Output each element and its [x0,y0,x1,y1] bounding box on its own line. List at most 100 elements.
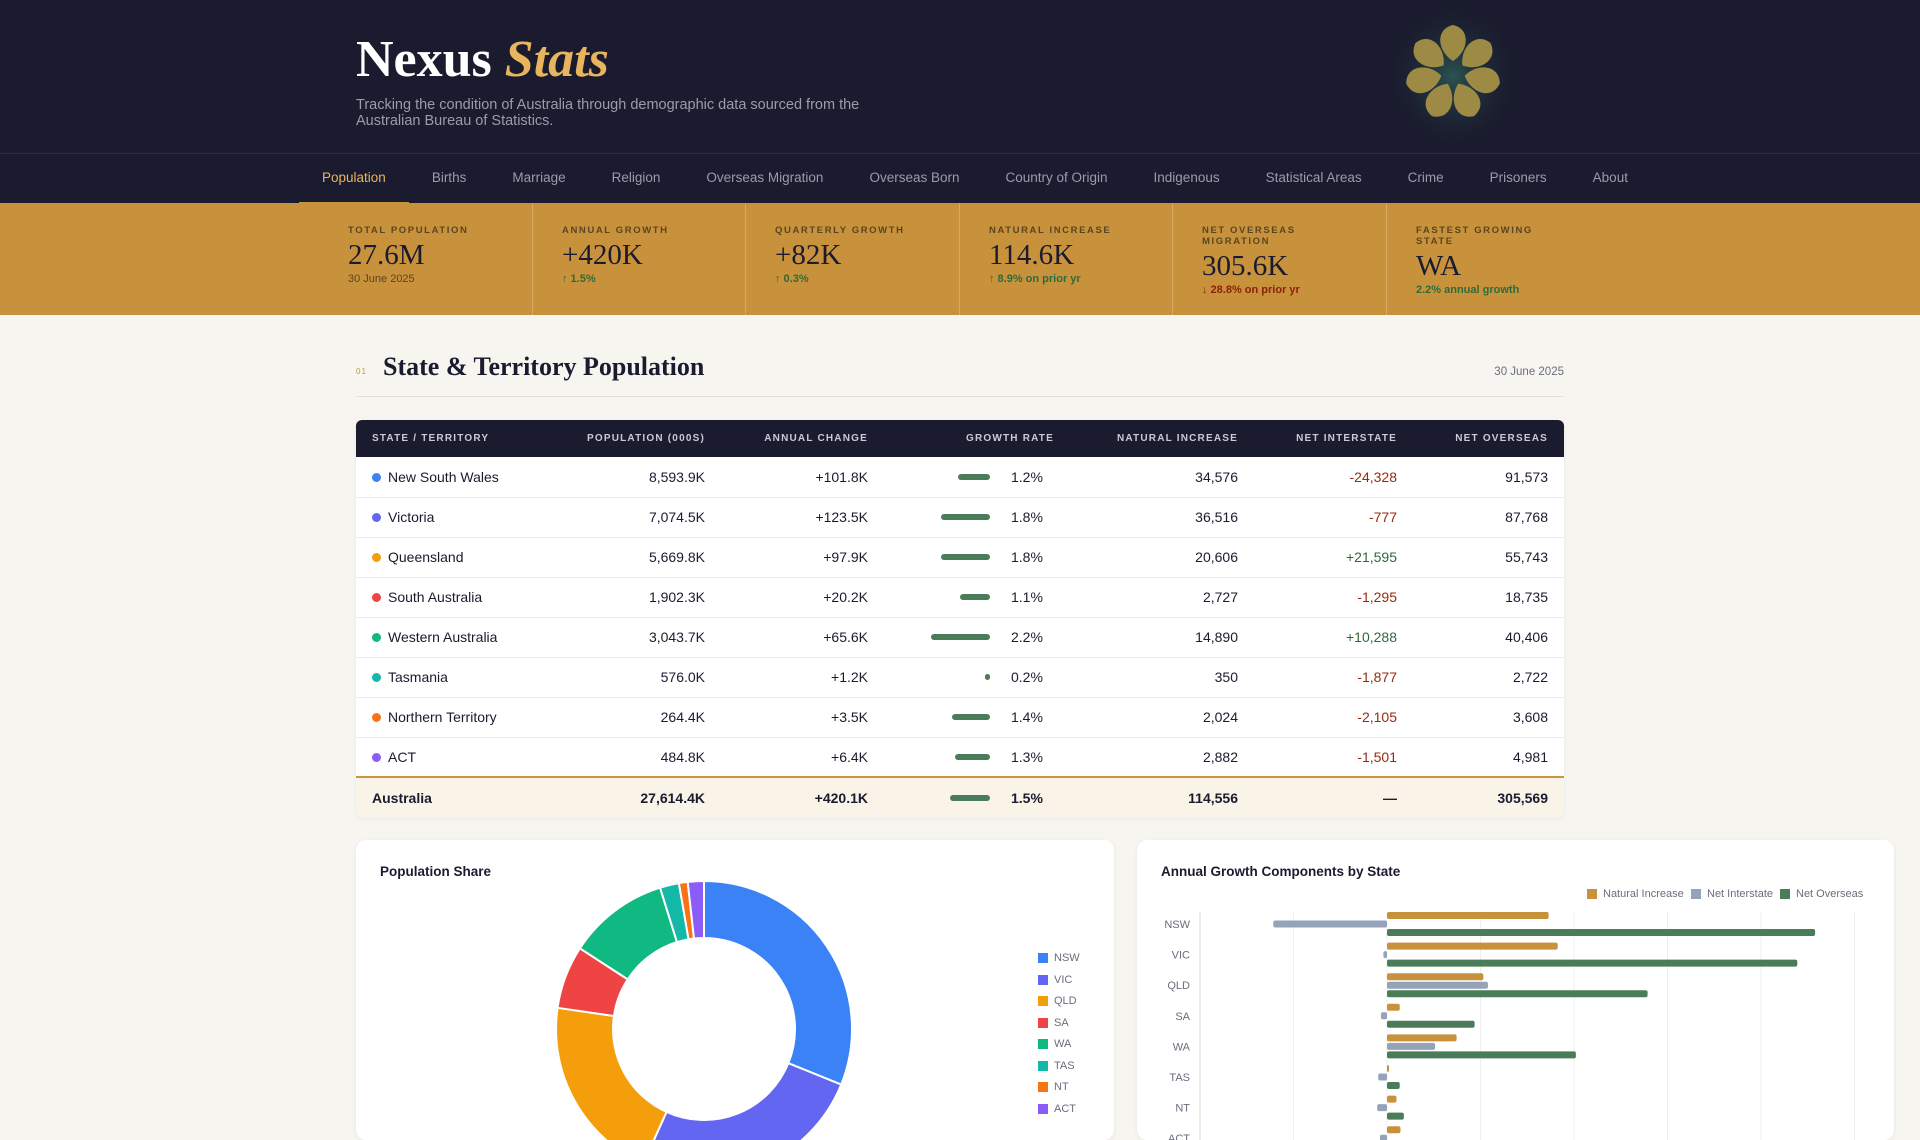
column-header[interactable]: Natural Increase [1070,420,1254,457]
net-interstate-cell: — [1254,776,1413,818]
legend-swatch [1038,1103,1048,1114]
state-color-dot [372,633,381,642]
bar-nsw-net-interstate[interactable] [1273,920,1387,928]
natural-increase-cell: 36,516 [1070,497,1254,538]
legend-swatch [1038,996,1048,1006]
category-label: TAS [1169,1072,1190,1084]
donut-slice-nsw[interactable] [703,879,853,1086]
column-header[interactable]: Net Interstate [1254,420,1413,457]
population-cell: 1,902.3K [560,577,721,618]
population-share-title: Population Share [380,864,492,879]
net-overseas-cell: 55,743 [1413,537,1564,578]
bar-act-natural-increase[interactable] [1387,1126,1401,1134]
category-label: WA [1173,1041,1191,1053]
column-header[interactable]: Net Overseas [1413,420,1564,457]
bar-wa-net-interstate[interactable] [1387,1042,1436,1050]
nav-tab-crime[interactable]: Crime [1407,170,1444,185]
section-number: 01 [356,367,367,376]
bar-tas-natural-increase[interactable] [1387,1065,1389,1072]
bar-nt-natural-increase[interactable] [1387,1095,1397,1103]
stat-value: WA [1416,250,1462,282]
net-interstate-cell: +21,595 [1254,537,1413,578]
site-header: Nexus Stats Tracking the condition of Au… [0,0,1920,153]
growth-rate-value: 1.5% [1011,790,1043,806]
stat-subtext: ↑ 1.5% [562,273,596,285]
growth-rate-cell: 2.2% [884,617,1070,658]
bar-nsw-natural-increase[interactable] [1387,912,1549,919]
bar-vic-net-interstate[interactable] [1383,951,1387,959]
bar-nsw-net-overseas[interactable] [1387,929,1816,936]
petal-shape [1406,67,1442,94]
growth-rate-cell: 1.4% [884,697,1070,738]
nav-tab-overseas-migration[interactable]: Overseas Migration [706,170,824,185]
net-overseas-cell: 305,569 [1413,776,1564,818]
bar-qld-net-interstate[interactable] [1387,981,1488,989]
growth-rate-value: 1.8% [1011,509,1043,525]
legend-swatch [1691,889,1701,899]
nav-tab-prisoners[interactable]: Prisoners [1489,170,1547,185]
bar-tas-net-overseas[interactable] [1387,1082,1400,1089]
column-header[interactable]: Population (000s) [560,420,721,457]
stat-label: Total Population [348,225,469,236]
state-color-dot [372,593,381,602]
stat-card: Net Overseas Migration 305.6K ↓ 28.8% on p… [1173,203,1387,315]
legend-label: Natural Increase [1603,888,1684,900]
column-header[interactable]: State / Territory [356,420,560,457]
column-header[interactable]: Annual Change [721,420,884,457]
net-overseas-cell: 18,735 [1413,577,1564,618]
bar-nt-net-interstate[interactable] [1377,1104,1387,1112]
stat-card: Total Population 27.6M 30 June 2025 [299,203,533,315]
nav-tab-country-of-origin[interactable]: Country of Origin [1005,170,1108,185]
bar-qld-natural-increase[interactable] [1387,973,1484,981]
column-header[interactable]: Growth Rate [884,420,1070,457]
main-nav: Population Births Marriage Religion Overseas… [0,153,1920,205]
bar-wa-net-overseas[interactable] [1387,1051,1576,1059]
petal-shape [1464,67,1500,94]
nav-tab-about[interactable]: About [1592,170,1628,185]
bar-tas-net-interstate[interactable] [1378,1073,1387,1081]
bar-vic-net-overseas[interactable] [1387,959,1798,967]
stat-card: Quarterly Growth +82K ↑ 0.3% [746,203,960,315]
change-cell: +20.2K [721,577,884,618]
donut-slice-vic[interactable] [643,1061,843,1140]
nav-tab-births[interactable]: Births [431,170,467,185]
state-name: Northern Territory [388,709,497,725]
nav-tab-statistical-areas[interactable]: Statistical Areas [1265,170,1362,185]
nav-tab-population[interactable]: Population [299,154,409,205]
natural-increase-cell: 350 [1070,657,1254,698]
population-share-donut [555,879,853,1140]
population-cell: 264.4K [560,697,721,738]
legend-swatch [1038,1082,1048,1092]
stat-value: 305.6K [1202,250,1289,282]
growth-rate-cell: 1.3% [884,737,1070,778]
state-name: Victoria [388,509,435,525]
growth-components-chart: NSW VIC QLD SA WA TAS NT ACT [1164,912,1855,1140]
nav-tab-marriage[interactable]: Marriage [512,170,566,185]
net-overseas-cell: 3,608 [1413,697,1564,738]
donut-slice-act[interactable] [686,879,705,940]
stat-subtext: 2.2% annual growth [1416,284,1520,296]
bar-nt-net-overseas[interactable] [1387,1112,1404,1120]
bar-wa-natural-increase[interactable] [1387,1034,1457,1042]
legend-label: TAS [1054,1059,1075,1072]
change-cell: +101.8K [721,457,884,498]
donut-slice-qld[interactable] [555,1006,668,1140]
legend-swatch [1587,889,1597,899]
bar-sa-natural-increase[interactable] [1387,1003,1400,1011]
legend-label: WA [1054,1038,1072,1050]
bar-act-net-interstate[interactable] [1379,1134,1387,1140]
bar-vic-natural-increase[interactable] [1387,942,1558,950]
table-row: South Australia 1,902.3K +20.2K 1.1% 2,727 -1… [356,577,1564,618]
bar-sa-net-interstate[interactable] [1380,1012,1387,1020]
state-cell: New South Wales [356,457,560,498]
net-interstate-cell: -24,328 [1254,457,1413,498]
nav-tab-indigenous[interactable]: Indigenous [1153,170,1220,185]
nav-tab-religion[interactable]: Religion [611,170,661,185]
state-cell: South Australia [356,577,560,618]
growth-rate-bar [941,514,990,520]
bar-sa-net-overseas[interactable] [1387,1020,1475,1028]
category-label: NSW [1164,919,1190,931]
population-cell: 576.0K [560,657,721,698]
bar-qld-net-overseas[interactable] [1387,990,1648,998]
nav-tab-overseas-born[interactable]: Overseas Born [869,170,960,185]
